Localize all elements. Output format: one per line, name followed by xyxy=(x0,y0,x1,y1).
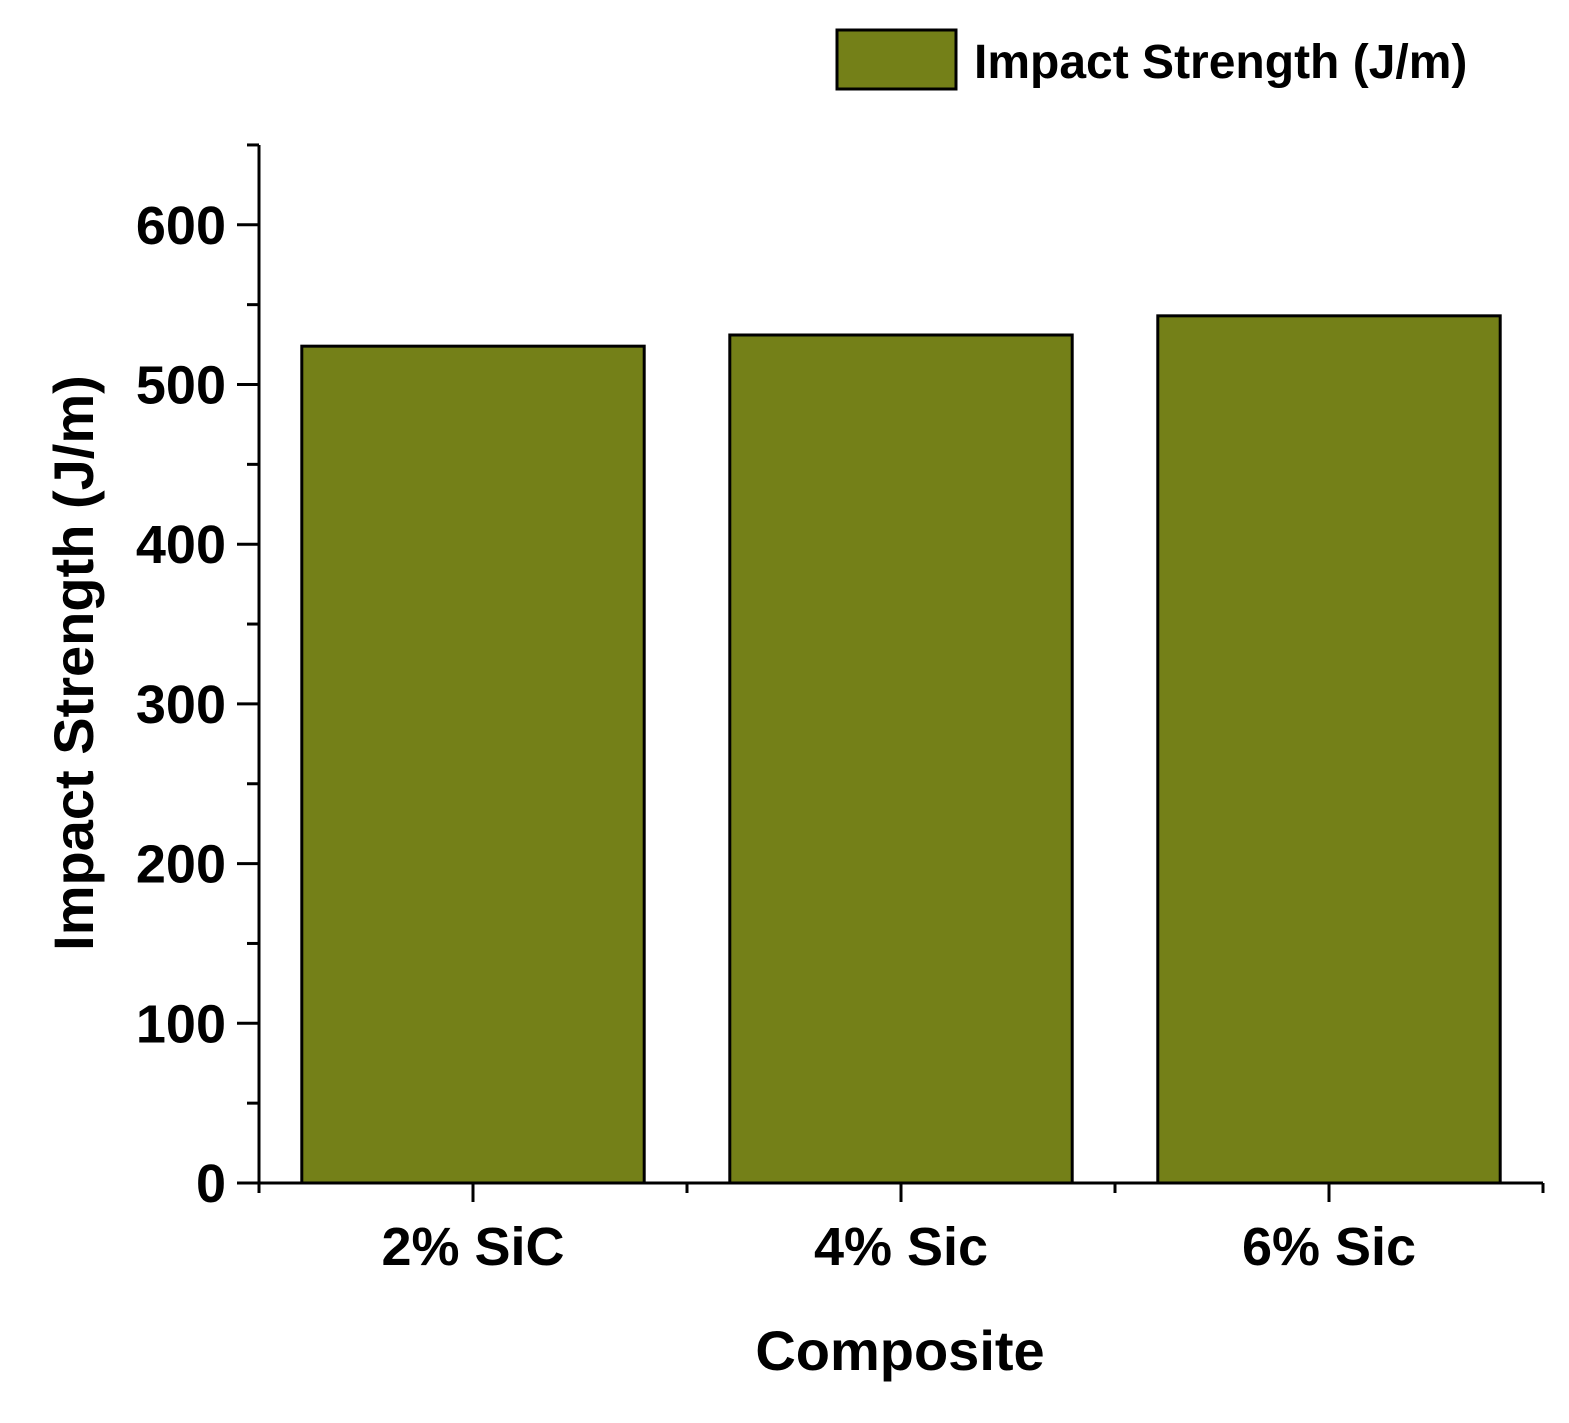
bars-group xyxy=(300,314,1502,1185)
bar xyxy=(728,333,1074,1185)
y-tick-label: 300 xyxy=(136,675,226,735)
x-tick-label: 2% SiC xyxy=(381,1217,564,1277)
y-axis-title: Impact Strength (J/m) xyxy=(42,375,105,951)
bar xyxy=(1156,314,1502,1185)
x-tick-label: 6% Sic xyxy=(1242,1217,1416,1277)
y-tick-label: 100 xyxy=(136,994,226,1054)
y-tick-label: 400 xyxy=(136,515,226,575)
y-tick-label: 600 xyxy=(136,196,226,256)
legend: Impact Strength (J/m) xyxy=(835,28,1467,91)
x-tick-label: 4% Sic xyxy=(814,1217,988,1277)
bar xyxy=(300,344,646,1185)
legend-swatch xyxy=(835,28,958,91)
y-tick-label: 0 xyxy=(196,1154,226,1214)
x-axis: 2% SiC 4% Sic 6% Sic xyxy=(257,1181,1545,1277)
y-tick-label: 500 xyxy=(136,356,226,416)
y-tick-label: 200 xyxy=(136,835,226,895)
legend-label: Impact Strength (J/m) xyxy=(974,36,1467,89)
x-axis-title: Composite xyxy=(755,1319,1044,1382)
y-axis: 0 100 200 300 400 500 600 xyxy=(136,143,261,1214)
